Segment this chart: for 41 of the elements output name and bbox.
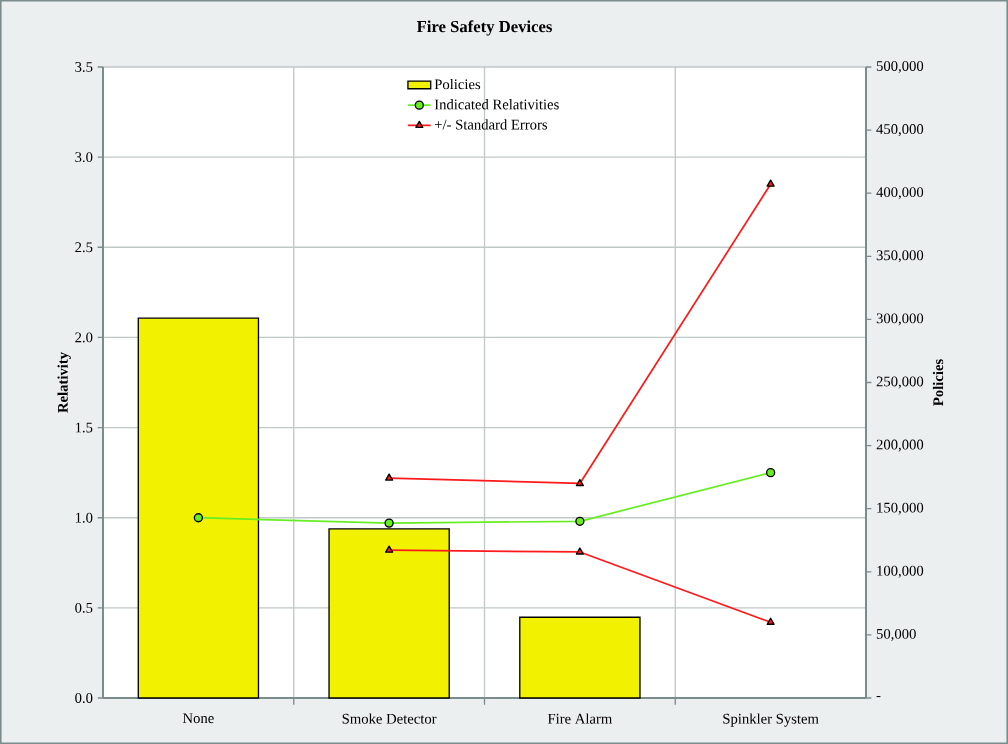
y2-tick-label: 500,000 — [876, 61, 924, 74]
point — [384, 545, 394, 553]
point — [575, 478, 585, 487]
point — [384, 473, 394, 481]
point — [384, 518, 394, 528]
chart-title: Fire Safety Devices — [416, 20, 552, 36]
y-tick-label: 1.5 — [75, 422, 93, 433]
y2-tick-label: 450,000 — [876, 124, 924, 137]
y-tick-label: 0.0 — [75, 693, 93, 703]
bar — [519, 616, 641, 699]
point — [765, 467, 776, 478]
y2-tick-label: 50,000 — [876, 628, 916, 641]
y-tick-label: 0.5 — [75, 602, 93, 613]
legend-label: +/- Standard Errors — [434, 119, 548, 130]
x-tick-label: Spinkler System — [723, 713, 819, 727]
bar — [137, 317, 260, 699]
y-axis-title: Relativity — [57, 352, 71, 413]
y2-tick-label: 150,000 — [877, 502, 924, 515]
y-tick-label: 2.0 — [75, 332, 93, 343]
point — [766, 179, 775, 187]
legend-label: Indicated Relativities — [434, 99, 559, 110]
y2-tick-label: 400,000 — [876, 187, 924, 200]
x-tick-label: Smoke Detector — [342, 713, 437, 724]
x-tick-label: Fire Alarm — [547, 713, 613, 724]
y2-tick-label: 350,000 — [876, 250, 924, 263]
y2-tick-label: 300,000 — [876, 313, 924, 326]
y2-tick-label: 200,000 — [876, 439, 924, 452]
y-tick-label: 3.0 — [75, 152, 93, 163]
y2-tick-label: - — [876, 696, 881, 698]
point — [575, 547, 585, 555]
y2-tick-label: 250,000 — [876, 376, 924, 389]
x-tick-label: None — [182, 713, 214, 724]
point — [193, 513, 204, 523]
point — [575, 516, 585, 526]
y-tick-label: 3.5 — [75, 62, 93, 72]
y-tick-label: 2.5 — [75, 242, 93, 253]
y2-tick-label: 100,000 — [877, 565, 924, 578]
y2-axis-title: Policies — [932, 359, 944, 406]
point — [766, 617, 775, 625]
legend-label: Policies — [434, 78, 481, 90]
y-tick-label: 1.0 — [75, 512, 93, 523]
